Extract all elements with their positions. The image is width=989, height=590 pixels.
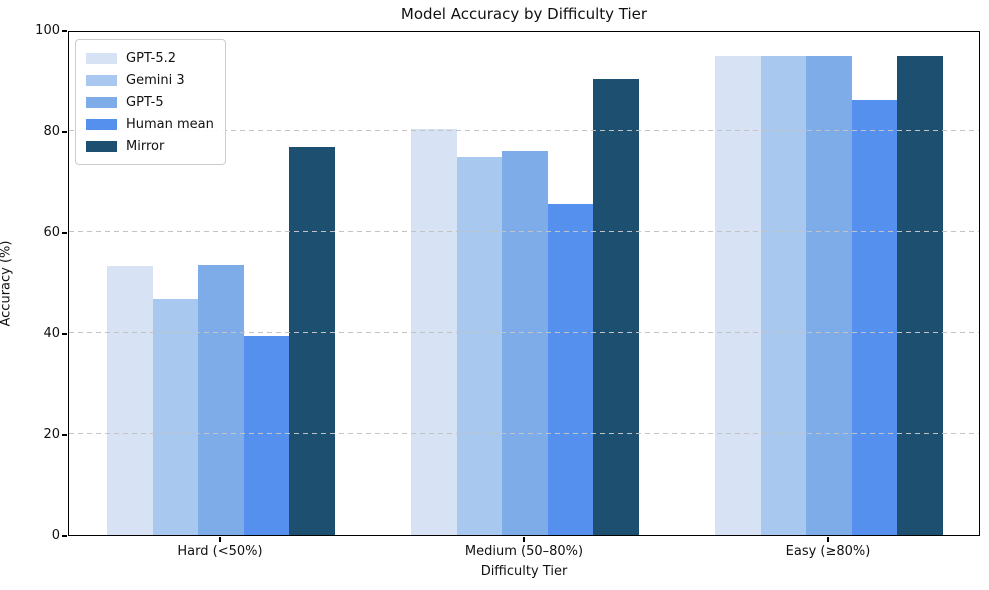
- bar: [152, 299, 199, 535]
- gridline: [69, 130, 979, 131]
- y-tick-mark: [62, 30, 67, 32]
- x-tick-label: Hard (<50%): [177, 544, 263, 559]
- legend-item: Gemini 3: [86, 69, 214, 91]
- plot-area: GPT-5.2 Gemini 3 GPT-5 Human mean Mirror: [68, 31, 980, 536]
- bar: [502, 150, 548, 535]
- legend-label: Gemini 3: [126, 72, 185, 88]
- bar: [547, 204, 594, 535]
- y-axis-title: Accuracy (%): [0, 240, 14, 327]
- legend: GPT-5.2 Gemini 3 GPT-5 Human mean Mirror: [75, 39, 226, 165]
- legend-swatch-icon: [86, 118, 117, 130]
- bar: [715, 55, 761, 535]
- y-tick-label: 20: [43, 427, 60, 442]
- legend-swatch-icon: [86, 96, 117, 108]
- gridline: [69, 332, 979, 333]
- y-tick-label: 40: [43, 326, 60, 341]
- x-tick-mark: [219, 537, 221, 542]
- bar: [289, 147, 335, 535]
- y-tick-label: 0: [51, 528, 60, 543]
- bar: [107, 265, 153, 535]
- bar: [243, 336, 290, 535]
- legend-swatch-icon: [86, 140, 117, 152]
- bar: [593, 79, 639, 535]
- legend-label: GPT-5: [126, 94, 164, 110]
- bar: [198, 265, 244, 535]
- legend-item: Human mean: [86, 113, 214, 135]
- y-tick-label: 60: [43, 225, 60, 240]
- bar: [411, 128, 457, 535]
- y-tick-mark: [62, 535, 67, 537]
- x-tick-label: Easy (≥80%): [785, 544, 871, 559]
- legend-label: GPT-5.2: [126, 50, 177, 66]
- legend-swatch-icon: [86, 52, 117, 64]
- y-tick-mark: [62, 434, 67, 436]
- x-axis-title: Difficulty Tier: [480, 564, 568, 579]
- gridline: [69, 231, 979, 232]
- legend-item: GPT-5: [86, 91, 214, 113]
- legend-label: Mirror: [126, 138, 165, 154]
- legend-item: Mirror: [86, 135, 214, 157]
- bar: [851, 100, 898, 535]
- bar: [806, 55, 852, 535]
- y-tick-mark: [62, 232, 67, 234]
- bar: [760, 55, 807, 535]
- y-tick-mark: [62, 333, 67, 335]
- gridline: [69, 433, 979, 434]
- x-tick-mark: [523, 537, 525, 542]
- legend-item: GPT-5.2: [86, 47, 214, 69]
- bar: [456, 157, 503, 535]
- x-tick-label: Medium (50–80%): [464, 544, 584, 559]
- bar: [897, 55, 943, 535]
- x-tick-mark: [827, 537, 829, 542]
- legend-swatch-icon: [86, 74, 117, 86]
- y-tick-mark: [62, 131, 67, 133]
- y-tick-label: 100: [35, 23, 60, 38]
- legend-label: Human mean: [126, 116, 214, 132]
- chart-title: Model Accuracy by Difficulty Tier: [400, 5, 648, 23]
- y-tick-label: 80: [43, 124, 60, 139]
